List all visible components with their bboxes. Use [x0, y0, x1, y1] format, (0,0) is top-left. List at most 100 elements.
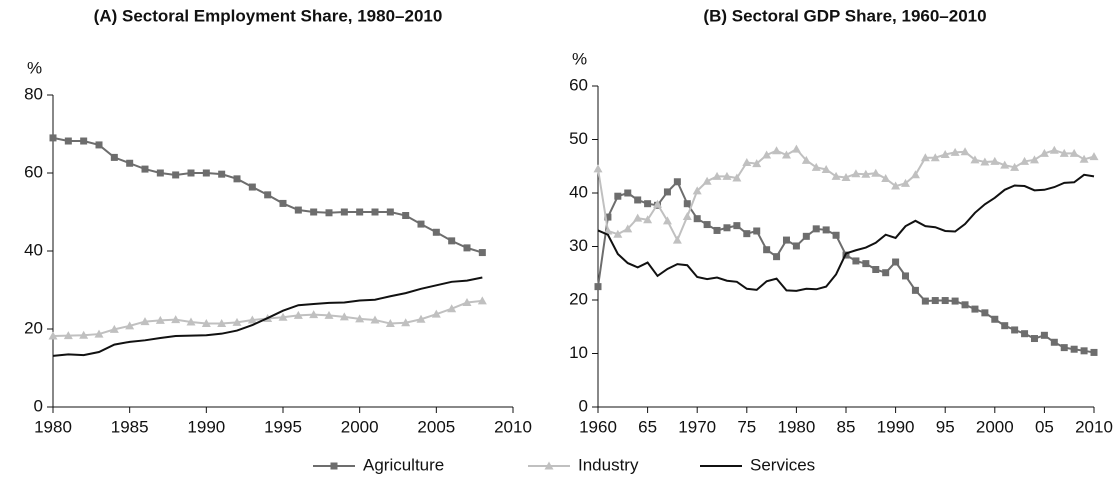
- marker: [624, 189, 632, 197]
- marker: [613, 229, 623, 238]
- marker: [371, 208, 379, 216]
- marker: [702, 176, 712, 185]
- marker: [1020, 156, 1030, 165]
- marker: [703, 221, 711, 229]
- marker: [1069, 148, 1079, 157]
- marker: [990, 156, 1000, 165]
- marker: [931, 297, 939, 305]
- x-tick-label: 1985: [111, 417, 149, 436]
- marker: [140, 317, 150, 326]
- legend-label: Industry: [578, 455, 639, 474]
- x-tick-label: 2000: [341, 417, 379, 436]
- marker: [217, 319, 227, 328]
- marker: [63, 331, 73, 340]
- marker: [478, 249, 486, 257]
- marker: [862, 260, 870, 268]
- marker: [901, 178, 911, 187]
- marker: [477, 296, 487, 305]
- marker: [603, 226, 613, 235]
- x-tick-label: 1970: [678, 417, 716, 436]
- marker: [882, 269, 890, 277]
- marker: [921, 297, 929, 305]
- marker: [673, 178, 681, 186]
- marker: [356, 208, 364, 216]
- marker: [841, 172, 851, 181]
- marker: [910, 170, 920, 179]
- marker: [310, 208, 318, 216]
- marker: [950, 147, 960, 156]
- legend: Agriculture Industry Services: [313, 455, 815, 474]
- marker: [402, 212, 410, 220]
- marker: [920, 153, 930, 162]
- marker: [447, 304, 457, 313]
- marker: [1029, 155, 1039, 164]
- marker: [64, 137, 72, 145]
- marker: [782, 236, 790, 244]
- marker: [930, 153, 940, 162]
- marker: [712, 171, 722, 180]
- marker: [172, 171, 180, 179]
- y-tick-label: 30: [569, 236, 588, 255]
- marker: [186, 317, 196, 326]
- marker: [643, 215, 653, 224]
- marker: [385, 319, 395, 328]
- marker: [1050, 338, 1058, 346]
- y-tick-label: 40: [24, 240, 43, 259]
- y-tick-label: 20: [569, 289, 588, 308]
- marker: [463, 244, 471, 252]
- marker: [831, 171, 841, 180]
- marker: [634, 196, 642, 204]
- marker: [339, 312, 349, 321]
- marker: [1089, 152, 1099, 161]
- x-tick-label: 2010: [494, 417, 532, 436]
- marker: [752, 159, 762, 168]
- marker: [633, 213, 643, 222]
- marker: [248, 183, 256, 191]
- series-line: [52, 276, 483, 357]
- marker: [171, 315, 181, 324]
- marker: [733, 222, 741, 230]
- marker: [593, 164, 603, 173]
- y-tick-label: 50: [569, 129, 588, 148]
- x-tick-label: 1995: [264, 417, 302, 436]
- marker: [811, 162, 821, 171]
- marker: [1010, 162, 1020, 171]
- marker: [417, 220, 425, 228]
- marker: [155, 315, 165, 324]
- x-tick-label: 1980: [777, 417, 815, 436]
- marker: [623, 224, 633, 233]
- marker: [1011, 326, 1019, 334]
- y-tick-label: 20: [24, 318, 43, 337]
- marker: [991, 315, 999, 323]
- marker: [911, 286, 919, 294]
- y-tick-label: 40: [569, 182, 588, 201]
- y-tick-label: 0: [34, 396, 43, 415]
- marker: [960, 147, 970, 156]
- marker: [941, 297, 949, 305]
- series-line: [597, 173, 1095, 292]
- marker: [1049, 145, 1059, 154]
- marker: [713, 226, 721, 234]
- marker: [126, 159, 134, 167]
- marker: [851, 169, 861, 178]
- marker: [370, 315, 380, 324]
- marker: [79, 330, 89, 339]
- marker: [94, 329, 104, 338]
- marker: [822, 226, 830, 234]
- marker: [48, 331, 58, 340]
- panel: (B) Sectoral GDP Share, 1960–2010% 0 10 20 3…: [569, 6, 1113, 436]
- x-tick-label: 65: [638, 417, 657, 436]
- marker: [763, 246, 771, 254]
- marker: [201, 319, 211, 328]
- marker: [644, 200, 652, 208]
- marker: [614, 192, 622, 200]
- y-axis-label: %: [27, 58, 42, 77]
- marker: [961, 301, 969, 309]
- marker: [187, 169, 195, 177]
- legend-label: Services: [750, 455, 815, 474]
- marker: [940, 149, 950, 158]
- marker: [1040, 331, 1048, 339]
- marker: [693, 215, 701, 223]
- y-tick-label: 0: [579, 396, 588, 415]
- marker: [95, 141, 103, 149]
